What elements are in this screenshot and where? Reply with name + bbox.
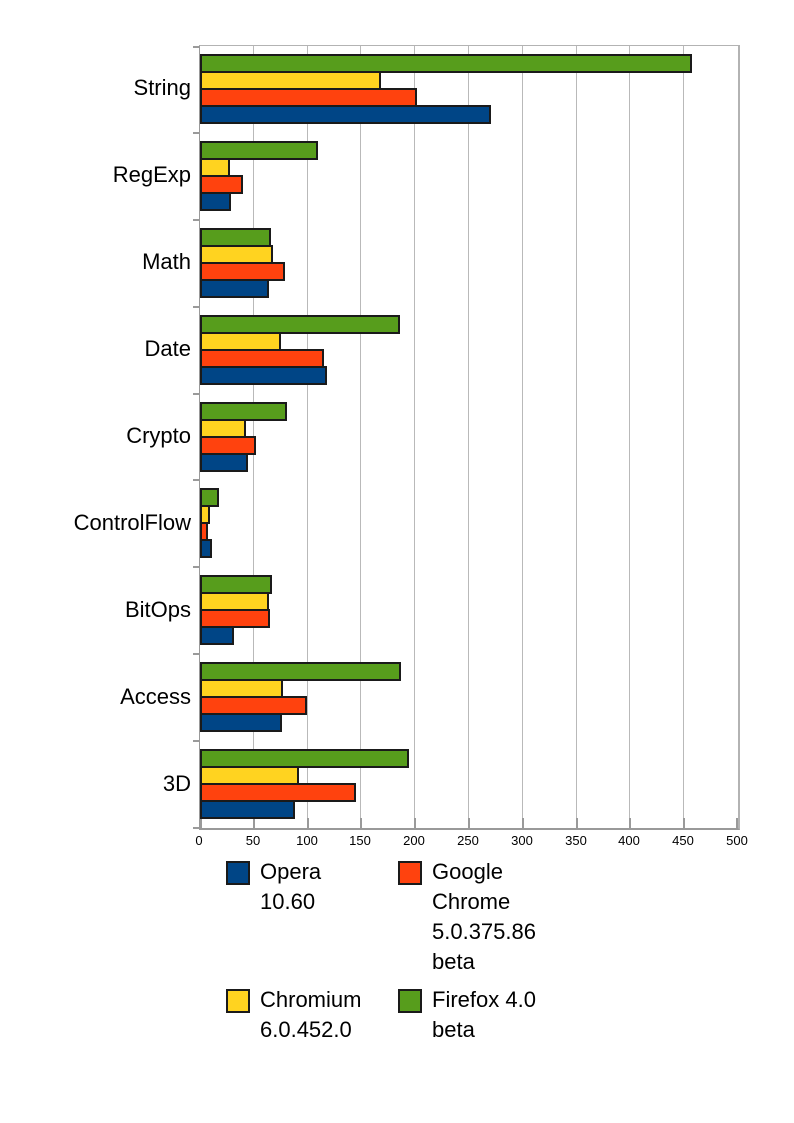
y-axis-tick <box>193 653 200 655</box>
x-tick-label-150: 150 <box>349 833 371 848</box>
y-axis-tick <box>193 132 200 134</box>
bar-group-math <box>200 220 738 315</box>
bar-group-access <box>200 654 738 749</box>
legend-item-google-chrome: Google Chrome 5.0.375.86 beta <box>398 857 572 977</box>
bar-string-opera <box>200 105 491 124</box>
bar-bitops-opera <box>200 626 234 645</box>
y-axis-tick <box>193 827 200 829</box>
x-tick-label-450: 450 <box>672 833 694 848</box>
y-axis-tick <box>193 219 200 221</box>
x-tick-label-400: 400 <box>618 833 640 848</box>
category-label-date: Date <box>144 336 191 361</box>
legend-label-firefox: Firefox 4.0 beta <box>432 987 536 1042</box>
legend-swatch-google-chrome <box>398 861 422 885</box>
gridline-300 <box>522 46 523 828</box>
x-tick-label-250: 250 <box>457 833 479 848</box>
bar-regexp-firefox <box>200 141 318 160</box>
gridline-150 <box>360 46 361 828</box>
legend-label-google-chrome: Google Chrome 5.0.375.86 beta <box>432 859 536 974</box>
bar-3d-opera <box>200 800 295 819</box>
bar-controlflow-opera <box>200 539 212 558</box>
category-label-3d: 3D <box>162 771 191 796</box>
bar-access-opera <box>200 713 282 732</box>
bar-group-crypto <box>200 394 738 489</box>
bar-group-bitops <box>200 567 738 662</box>
x-axis-tick-400 <box>629 818 631 828</box>
legend-item-chromium: Chromium 6.0.452.0 <box>226 985 415 1045</box>
category-label-bitops: BitOps <box>124 597 191 622</box>
bar-group-string <box>200 46 738 141</box>
x-axis-tick-350 <box>576 818 578 828</box>
category-label-crypto: Crypto <box>126 423 191 448</box>
y-axis-tick <box>193 566 200 568</box>
legend-swatch-firefox <box>398 989 422 1013</box>
legend-item-opera: Opera 10.60 <box>226 857 380 917</box>
y-axis-tick <box>193 740 200 742</box>
x-axis-tick-500 <box>736 818 738 828</box>
plot-area <box>193 45 740 830</box>
x-axis-tick-300 <box>522 818 524 828</box>
bar-group-regexp <box>200 133 738 228</box>
x-tick-label-200: 200 <box>403 833 425 848</box>
x-tick-label-350: 350 <box>565 833 587 848</box>
gridline-400 <box>629 46 630 828</box>
bar-date-opera <box>200 366 327 385</box>
category-label-access: Access <box>120 684 191 709</box>
gridline-100 <box>307 46 308 828</box>
x-tick-label-500: 500 <box>726 833 748 848</box>
bar-access-firefox <box>200 662 401 681</box>
x-tick-label-0: 0 <box>195 833 203 848</box>
bar-group-3d <box>200 741 738 836</box>
y-axis-tick <box>193 479 200 481</box>
gridline-450 <box>683 46 684 828</box>
bar-group-date <box>200 307 738 402</box>
category-label-string: String <box>133 75 191 100</box>
legend-label-chromium: Chromium 6.0.452.0 <box>260 987 362 1042</box>
gridline-350 <box>576 46 577 828</box>
legend-swatch-opera <box>226 861 250 885</box>
bar-bitops-google <box>200 609 270 628</box>
gridline-200 <box>414 46 415 828</box>
x-tick-label-50: 50 <box>245 833 261 848</box>
x-axis-tick-0 <box>200 818 202 828</box>
x-axis-tick-200 <box>414 818 416 828</box>
category-label-regexp: RegExp <box>112 162 191 187</box>
x-axis-tick-150 <box>360 818 362 828</box>
x-axis-tick-100 <box>307 818 309 828</box>
y-axis-tick <box>193 393 200 395</box>
legend-label-opera: Opera 10.60 <box>260 859 322 914</box>
legend-swatch-chromium <box>226 989 250 1013</box>
bar-regexp-opera <box>200 192 231 211</box>
bar-string-firefox <box>200 54 692 73</box>
bar-crypto-opera <box>200 453 248 472</box>
x-axis-tick-50 <box>253 818 255 828</box>
category-label-math: Math <box>142 249 191 274</box>
x-axis-tick-450 <box>683 818 685 828</box>
x-tick-label-100: 100 <box>296 833 318 848</box>
bar-group-controlflow <box>200 480 738 575</box>
category-label-controlflow: ControlFlow <box>73 510 191 535</box>
y-axis-tick <box>193 306 200 308</box>
bar-date-firefox <box>200 315 400 334</box>
legend-item-firefox: Firefox 4.0 beta <box>398 985 582 1045</box>
gridline-250 <box>468 46 469 828</box>
bar-3d-firefox <box>200 749 409 768</box>
x-axis-tick-250 <box>468 818 470 828</box>
bar-math-opera <box>200 279 269 298</box>
y-axis-tick <box>193 46 200 48</box>
x-tick-label-300: 300 <box>511 833 533 848</box>
